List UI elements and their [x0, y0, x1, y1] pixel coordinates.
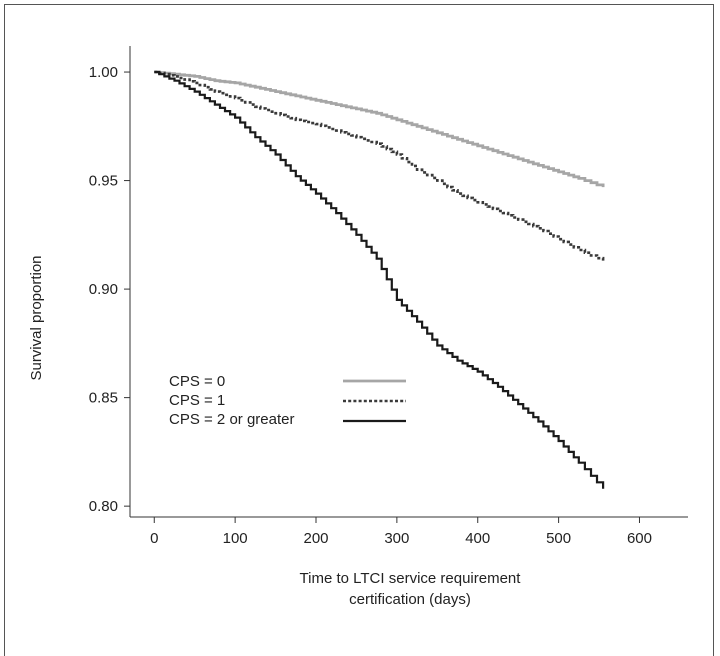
series-line-0 [154, 70, 605, 188]
x-tick-label: 200 [303, 530, 328, 547]
series-line-2 [154, 70, 605, 489]
legend-label-cps-1: CPS = 1 [169, 392, 225, 409]
y-tick-label: 0.95 [89, 173, 118, 190]
x-tick-label: 100 [223, 530, 248, 547]
legend: CPS = 0 CPS = 1 CPS = 2 or greater [169, 373, 406, 428]
y-tick-label: 0.90 [89, 281, 118, 298]
x-tick-label: 0 [150, 530, 158, 547]
y-ticks: 0.80 0.85 0.90 0.95 1.00 [89, 64, 130, 515]
x-axis-label-line1: Time to LTCI service requirement [300, 570, 522, 587]
series-layer [154, 70, 605, 489]
legend-label-cps-0: CPS = 0 [169, 373, 225, 390]
y-axis-label: Survival proportion [28, 255, 45, 380]
figure-frame [4, 4, 714, 656]
y-tick-label: 0.85 [89, 390, 118, 407]
axes [129, 46, 688, 518]
x-tick-label: 400 [465, 530, 490, 547]
x-axis-label-line2: certification (days) [349, 591, 471, 608]
y-tick-label: 1.00 [89, 64, 118, 81]
x-ticks: 0 100 200 300 400 500 600 [150, 517, 652, 547]
x-tick-label: 500 [546, 530, 571, 547]
legend-label-cps-2-or-greater: CPS = 2 or greater [169, 411, 294, 428]
series-line-1 [154, 70, 605, 261]
x-tick-label: 300 [384, 530, 409, 547]
x-tick-label: 600 [627, 530, 652, 547]
y-tick-label: 0.80 [89, 498, 118, 515]
